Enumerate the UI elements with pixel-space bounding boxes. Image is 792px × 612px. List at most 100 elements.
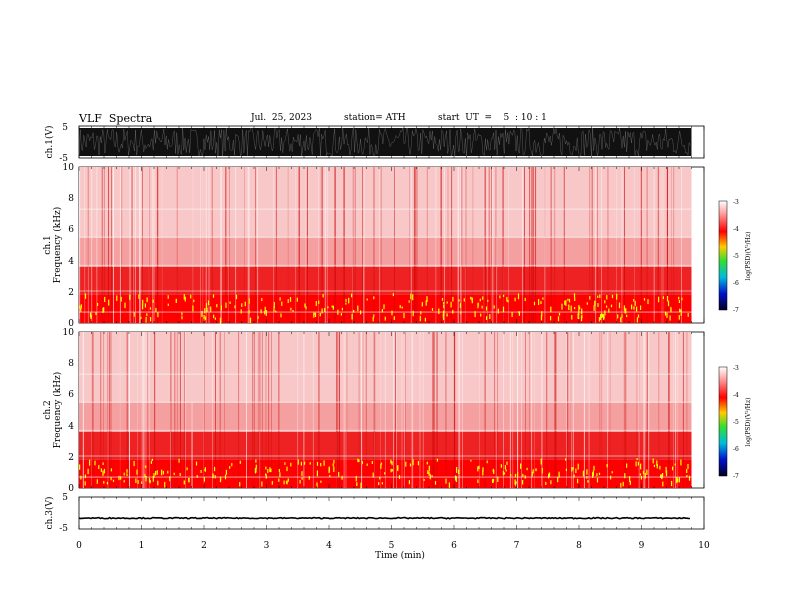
spec1-peak [667,300,670,307]
spec1-peak [391,310,393,316]
spec2-streak [336,332,338,488]
spec1-peak [146,297,148,303]
ch3-waveform-line [78,516,691,520]
spec2-peak [231,463,233,467]
spec1-peak [678,315,680,320]
spec2-streak [436,332,438,488]
spec1-streak [590,167,592,323]
spec1-peak [608,308,610,313]
spec2-streak [338,332,340,488]
spec2-peak [417,461,419,466]
spec2-peak [686,475,688,478]
spec1-peak [679,308,681,313]
spec2-peak [390,459,392,464]
spec2-streak [554,332,556,488]
spec2-peak [309,462,311,465]
spec2-streak [623,332,625,488]
ch1-spec-ylabel-frequency: Frequency (kHz) [52,207,63,284]
spec1-streak [491,167,492,323]
ch2-cbar-tick-m3: -3 [733,365,739,372]
spec2-peak [477,466,479,472]
spec1-streak [208,167,210,323]
spec2-peak [522,473,524,477]
spec2-peak [405,461,407,467]
spec1-peak [206,307,208,313]
spec1-streak [153,167,155,323]
spec2-peak [592,470,594,477]
spec2-streak [183,332,185,488]
spec1-peak [489,314,491,319]
spec2-peak [510,474,512,477]
spec1-streak [522,167,523,323]
spec1-peak [586,302,588,305]
spec1-streak [153,167,154,323]
ch1-cbar-tick-m6: -6 [733,280,739,287]
spec2-streak [246,332,247,488]
spec1-peak [79,305,81,309]
spec1-peak [280,313,282,318]
spec1-peak [204,308,206,314]
ch1-waveform-trace [78,127,692,158]
spec2-streak [238,332,240,488]
spec2-streak [517,332,519,488]
spec1-peak [373,296,375,300]
spec2-streak [479,332,480,488]
spec2-peak [278,469,280,473]
spec2-streak [458,332,459,488]
spec2-peak [653,464,655,468]
spec2-peak [229,466,231,469]
spec1-streak [305,167,307,323]
spec2-streak [191,332,193,488]
spec1-peak [458,299,460,302]
spec1-peak [184,296,186,302]
spec2-streak [318,332,320,488]
xtick-8: 8 [576,541,582,551]
spec2-peak [514,473,517,478]
spec1-band-2 [79,237,692,267]
spec2-streak [509,332,511,488]
spec1-peak [647,299,649,305]
spec1-peak [597,303,599,307]
spec1-streak [373,167,375,323]
spec2-peak [167,470,169,474]
spec2-streak [484,332,486,488]
spec1-peak [220,305,222,311]
spec1-peak [108,299,110,306]
xtick-0: 0 [76,541,82,551]
spec2-peak [220,476,222,481]
spec1-peak [373,314,375,318]
spec1-peak [557,316,560,322]
spec1-peak [426,296,428,302]
spec1-peak [634,300,636,306]
spec1-peak [412,310,414,317]
spec1-streak [235,167,237,323]
spec1-peak [452,296,454,302]
spec1-peak [517,293,520,300]
spec1-peak [424,317,426,322]
spec1-peak [229,301,231,304]
spec1-streak [79,167,80,323]
spec1-streak [597,167,598,323]
spec1-peak [506,296,508,302]
spec2-peak [652,458,654,464]
spec2-streak [658,332,660,488]
spec1-peak [133,312,135,317]
spec2-streak [126,332,128,488]
spec2-peak [155,471,157,476]
spec1-peak [620,317,622,323]
spec2-peak [271,481,273,485]
spec1-streak [426,167,428,323]
spec2-peak [94,460,96,466]
spec2-peak [265,474,267,479]
spec1-peak [581,314,583,319]
spec1-peak [618,302,621,309]
spec2-peak [423,478,425,481]
spec1-peak [279,297,281,301]
spec1-peak [636,317,638,323]
spec1-streak [472,167,474,323]
spec2-peak [497,476,499,482]
spec1-peak [485,306,488,311]
spec2-peak [96,479,98,484]
spec1-peak [327,306,329,309]
spec1-peak [155,307,157,312]
